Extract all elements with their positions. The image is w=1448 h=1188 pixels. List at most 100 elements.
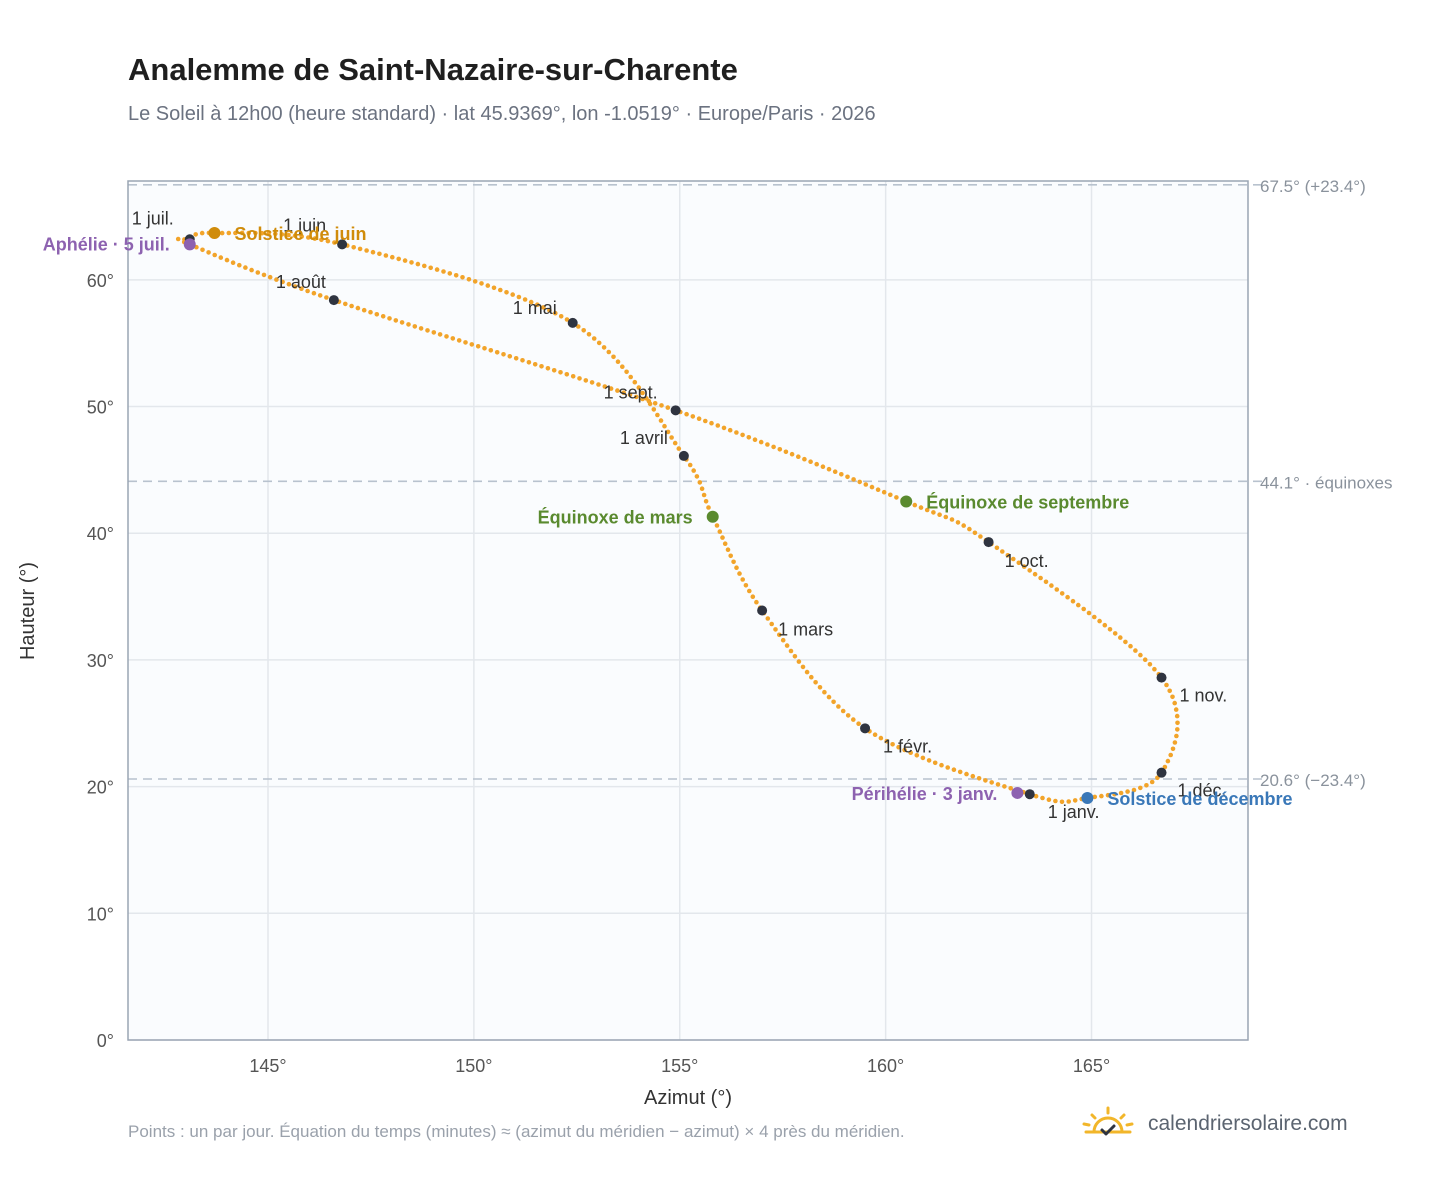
daily-sun-point xyxy=(652,401,658,406)
daily-sun-point xyxy=(608,386,614,391)
daily-sun-point xyxy=(460,275,465,280)
month-marker xyxy=(678,450,689,461)
daily-sun-point xyxy=(777,632,782,638)
daily-sun-point xyxy=(387,316,392,321)
daily-sun-point xyxy=(659,403,664,408)
daily-sun-point xyxy=(253,230,258,236)
daily-sun-point xyxy=(396,256,402,262)
month-marker xyxy=(1156,767,1167,778)
daily-sun-point xyxy=(939,762,944,768)
daily-sun-point xyxy=(259,230,265,236)
daily-sun-point xyxy=(249,267,254,273)
daily-sun-point xyxy=(212,252,217,258)
daily-sun-point xyxy=(1112,631,1118,636)
daily-sun-point xyxy=(690,414,696,419)
daily-sun-point xyxy=(701,492,707,498)
daily-sun-point xyxy=(740,432,745,438)
event-marker xyxy=(900,495,913,508)
daily-sun-point xyxy=(1123,639,1128,645)
daily-sun-point xyxy=(532,362,538,367)
reference-line-label: 67.5° (+23.4°) xyxy=(1260,177,1366,196)
chart-subtitle: Le Soleil à 12h00 (heure standard) · lat… xyxy=(128,103,876,125)
daily-sun-point xyxy=(602,384,608,389)
daily-sun-point xyxy=(409,260,414,265)
daily-sun-point xyxy=(437,332,443,337)
daily-sun-point xyxy=(539,364,544,369)
daily-sun-point xyxy=(717,529,723,534)
daily-sun-point xyxy=(1070,598,1076,604)
daily-sun-point xyxy=(577,376,582,381)
daily-sun-point xyxy=(912,502,918,508)
daily-sun-point xyxy=(826,694,832,700)
month-label: 1 mars xyxy=(778,620,833,640)
daily-sun-point xyxy=(175,236,181,242)
y-tick-label: 10° xyxy=(87,904,114,924)
month-label: 1 juin xyxy=(283,215,326,235)
daily-sun-point xyxy=(1092,794,1098,800)
daily-sun-point xyxy=(1038,575,1043,581)
daily-sun-point xyxy=(964,771,969,777)
daily-sun-point xyxy=(261,272,267,278)
daily-sun-point xyxy=(1165,758,1171,764)
daily-sun-point xyxy=(746,435,752,440)
month-marker xyxy=(670,405,681,416)
daily-sun-point xyxy=(836,704,841,709)
daily-sun-point xyxy=(377,251,382,257)
daily-sun-point xyxy=(390,254,395,260)
daily-sun-point xyxy=(469,342,475,347)
daily-sun-point xyxy=(1164,682,1169,688)
daily-sun-point xyxy=(1102,622,1108,628)
daily-sun-point xyxy=(932,760,938,766)
daily-sun-point xyxy=(914,753,920,758)
x-tick-label: 150° xyxy=(455,1056,492,1076)
daily-sun-point xyxy=(279,232,285,237)
daily-sun-point xyxy=(896,744,901,750)
daily-sun-point xyxy=(888,492,893,498)
y-tick-label: 20° xyxy=(87,778,114,798)
daily-sun-point xyxy=(306,235,311,240)
daily-sun-point xyxy=(777,447,783,452)
daily-sun-point xyxy=(884,738,889,744)
month-marker xyxy=(328,295,339,306)
daily-sun-point xyxy=(325,238,331,244)
daily-sun-point xyxy=(839,472,844,477)
daily-sun-point xyxy=(908,750,913,755)
daily-sun-point xyxy=(226,230,232,236)
daily-sun-point xyxy=(808,459,813,465)
daily-sun-point xyxy=(747,588,752,594)
daily-sun-point xyxy=(230,260,236,266)
daily-sun-point xyxy=(491,285,497,291)
month-marker xyxy=(567,317,578,328)
daily-sun-point xyxy=(526,360,532,365)
daily-sun-point xyxy=(564,317,570,322)
daily-sun-point xyxy=(418,326,424,331)
daily-sun-point xyxy=(415,261,421,267)
daily-sun-point xyxy=(553,310,558,316)
daily-sun-point xyxy=(274,277,279,282)
x-tick-label: 165° xyxy=(1073,1056,1110,1076)
daily-sun-point xyxy=(634,394,639,400)
footnote: Points : un par jour. Équation du temps … xyxy=(128,1122,905,1141)
daily-sun-point xyxy=(199,230,205,236)
reference-lines: 67.5° (+23.4°) 44.1° · équinoxes 20.6° (−2… xyxy=(128,177,1393,790)
daily-sun-point xyxy=(219,230,225,236)
daily-sun-point xyxy=(832,469,838,475)
daily-sun-point xyxy=(233,230,238,236)
daily-sun-point xyxy=(450,336,456,341)
daily-sun-point xyxy=(937,512,942,517)
daily-sun-point xyxy=(280,279,285,285)
daily-sun-point xyxy=(957,769,963,775)
daily-sun-point xyxy=(851,717,856,722)
daily-sun-point xyxy=(1097,618,1102,624)
event-marker xyxy=(706,510,719,523)
brand[interactable]: calendriersolaire.com xyxy=(1080,1104,1348,1144)
daily-sun-point xyxy=(725,547,731,552)
event-label: Solstice de décembre xyxy=(1107,789,1292,809)
daily-sun-point xyxy=(970,773,976,779)
daily-sun-point xyxy=(1043,579,1049,585)
daily-sun-point xyxy=(1081,606,1086,612)
daily-sun-point xyxy=(239,230,245,236)
daily-sun-point xyxy=(383,253,389,258)
daily-sun-point xyxy=(734,565,739,570)
